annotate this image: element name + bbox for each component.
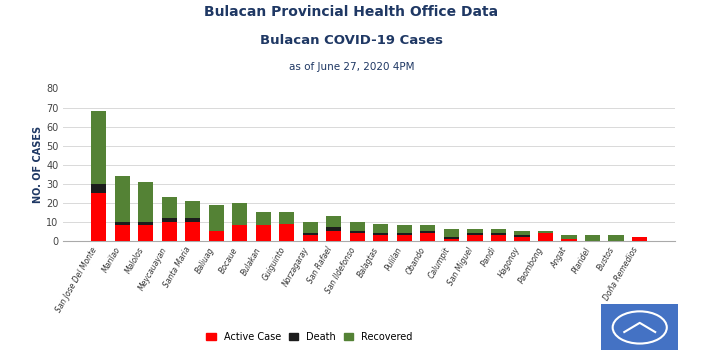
Bar xyxy=(279,224,295,241)
Bar xyxy=(303,222,318,233)
Bar xyxy=(162,218,177,222)
Bar xyxy=(396,233,412,235)
Bar xyxy=(185,201,200,218)
Bar xyxy=(349,222,365,231)
Bar xyxy=(279,212,295,224)
Bar xyxy=(303,233,318,235)
Bar xyxy=(491,233,506,235)
Bar xyxy=(91,193,106,241)
Bar xyxy=(420,225,435,231)
Bar xyxy=(326,216,342,227)
Bar xyxy=(420,233,435,241)
Bar xyxy=(373,235,389,241)
Bar xyxy=(115,176,130,222)
Bar xyxy=(491,229,506,233)
Bar xyxy=(538,233,553,241)
Bar xyxy=(349,231,365,233)
Legend: Active Case, Death, Recovered: Active Case, Death, Recovered xyxy=(202,328,416,346)
Bar xyxy=(467,235,482,241)
Bar xyxy=(444,229,459,237)
Text: as of June 27, 2020 4PM: as of June 27, 2020 4PM xyxy=(289,62,414,72)
Bar xyxy=(256,225,271,241)
Bar xyxy=(467,233,482,235)
Bar xyxy=(138,225,153,241)
Bar xyxy=(232,225,247,241)
Bar xyxy=(373,224,389,233)
Bar xyxy=(538,231,553,233)
Bar xyxy=(561,239,576,241)
Bar xyxy=(467,229,482,233)
Bar xyxy=(162,222,177,241)
Bar xyxy=(561,235,576,239)
Bar xyxy=(326,227,342,231)
Text: Bulacan COVID-19 Cases: Bulacan COVID-19 Cases xyxy=(260,34,443,47)
Bar xyxy=(396,235,412,241)
Bar xyxy=(303,235,318,241)
Bar xyxy=(91,184,106,193)
Bar xyxy=(420,231,435,233)
Bar xyxy=(373,233,389,235)
Bar xyxy=(256,212,271,225)
Bar xyxy=(138,182,153,222)
Bar xyxy=(162,197,177,218)
Bar xyxy=(632,237,647,241)
Bar xyxy=(585,235,600,241)
Bar xyxy=(185,218,200,222)
Bar xyxy=(608,235,624,241)
Bar xyxy=(515,231,529,235)
Bar xyxy=(209,205,224,231)
Bar xyxy=(91,111,106,184)
Bar xyxy=(349,233,365,241)
Bar xyxy=(515,237,529,241)
Bar xyxy=(115,225,130,241)
Bar xyxy=(232,202,247,225)
Bar xyxy=(209,231,224,241)
Bar xyxy=(396,225,412,233)
Bar xyxy=(444,237,459,239)
Bar xyxy=(326,231,342,241)
Bar xyxy=(185,222,200,241)
Bar xyxy=(515,235,529,237)
Text: Bulacan Provincial Health Office Data: Bulacan Provincial Health Office Data xyxy=(205,5,498,19)
Bar xyxy=(491,235,506,241)
Bar xyxy=(444,239,459,241)
Y-axis label: NO. OF CASES: NO. OF CASES xyxy=(33,126,44,203)
Bar xyxy=(115,222,130,225)
Bar xyxy=(138,222,153,225)
